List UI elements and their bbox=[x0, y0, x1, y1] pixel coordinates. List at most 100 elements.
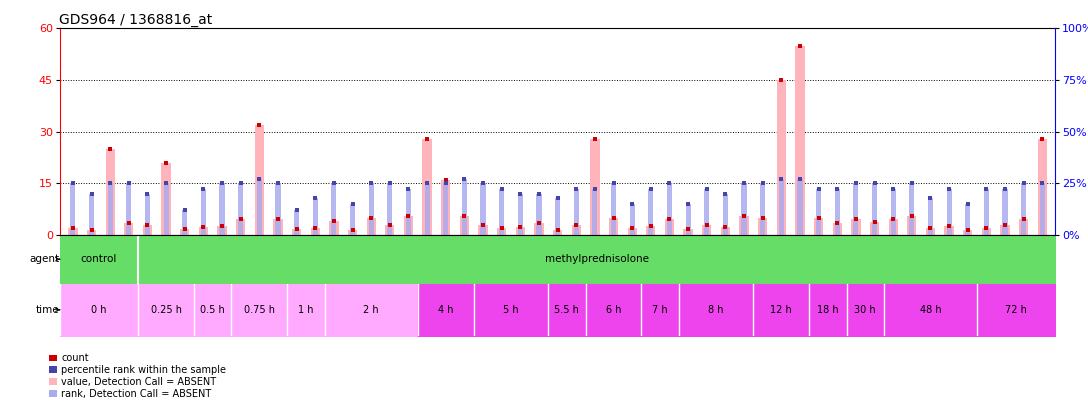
Point bbox=[362, 215, 380, 221]
Point bbox=[419, 180, 436, 186]
Point bbox=[288, 226, 306, 232]
Point bbox=[158, 160, 175, 166]
Bar bbox=[928, 198, 934, 235]
Legend: count, percentile rank within the sample, value, Detection Call = ABSENT, rank, : count, percentile rank within the sample… bbox=[48, 352, 227, 400]
Point bbox=[213, 180, 231, 186]
Bar bbox=[406, 190, 411, 235]
Text: 1 h: 1 h bbox=[298, 305, 313, 315]
Point bbox=[474, 180, 492, 186]
Point bbox=[885, 186, 902, 193]
Point bbox=[605, 215, 622, 221]
Bar bbox=[720, 227, 730, 235]
Bar bbox=[369, 183, 374, 235]
Bar bbox=[460, 216, 469, 235]
Bar bbox=[1040, 183, 1044, 235]
Bar bbox=[646, 226, 655, 235]
Text: 6 h: 6 h bbox=[606, 305, 621, 315]
Text: 4 h: 4 h bbox=[438, 305, 454, 315]
Bar bbox=[609, 218, 618, 235]
Bar bbox=[145, 194, 150, 235]
Bar bbox=[984, 190, 989, 235]
Bar bbox=[294, 210, 299, 235]
Bar bbox=[367, 218, 375, 235]
Bar bbox=[741, 183, 746, 235]
Point bbox=[232, 216, 249, 223]
Point bbox=[809, 215, 827, 221]
Bar bbox=[499, 190, 504, 235]
Bar bbox=[422, 139, 432, 235]
Point bbox=[997, 221, 1014, 228]
Bar bbox=[740, 216, 749, 235]
Bar bbox=[834, 190, 840, 235]
Bar bbox=[944, 226, 954, 235]
Bar bbox=[220, 183, 224, 235]
Bar bbox=[257, 179, 262, 235]
Text: time: time bbox=[36, 305, 60, 315]
Point bbox=[307, 194, 324, 201]
Point bbox=[269, 180, 286, 186]
Bar bbox=[1022, 183, 1026, 235]
Bar bbox=[947, 190, 952, 235]
Bar bbox=[292, 229, 301, 235]
Point bbox=[978, 225, 996, 231]
Bar bbox=[330, 221, 338, 235]
Point bbox=[848, 180, 865, 186]
Point bbox=[660, 180, 678, 186]
Point bbox=[922, 194, 939, 201]
Point bbox=[586, 186, 604, 193]
Text: 5.5 h: 5.5 h bbox=[555, 305, 579, 315]
Point bbox=[307, 225, 324, 231]
Bar bbox=[758, 218, 767, 235]
Point bbox=[829, 186, 846, 193]
Point bbox=[679, 201, 696, 207]
Bar bbox=[628, 228, 636, 235]
Point bbox=[250, 122, 268, 128]
Point bbox=[978, 186, 996, 193]
Point bbox=[325, 218, 343, 224]
Text: 12 h: 12 h bbox=[770, 305, 792, 315]
Bar bbox=[312, 198, 318, 235]
Point bbox=[139, 222, 157, 228]
Bar bbox=[106, 149, 115, 235]
Point bbox=[940, 186, 957, 193]
Bar bbox=[348, 230, 357, 235]
Point bbox=[568, 221, 585, 228]
Point bbox=[1015, 180, 1033, 186]
Bar bbox=[536, 194, 542, 235]
Point bbox=[903, 180, 920, 186]
Bar bbox=[385, 224, 395, 235]
Point bbox=[381, 180, 398, 186]
Bar bbox=[816, 190, 821, 235]
Bar bbox=[667, 183, 672, 235]
Point bbox=[642, 186, 659, 193]
Bar bbox=[238, 183, 244, 235]
Point bbox=[623, 225, 641, 231]
Point bbox=[717, 224, 734, 230]
Bar bbox=[89, 194, 94, 235]
Point bbox=[698, 186, 716, 193]
Point bbox=[530, 220, 547, 226]
Point bbox=[213, 223, 231, 230]
Point bbox=[120, 220, 137, 226]
Bar bbox=[461, 179, 467, 235]
Bar bbox=[1019, 220, 1028, 235]
Bar bbox=[910, 183, 914, 235]
Point bbox=[754, 180, 771, 186]
Point bbox=[791, 43, 808, 49]
Bar bbox=[181, 229, 189, 235]
Point bbox=[250, 176, 268, 182]
Bar bbox=[481, 183, 485, 235]
Bar bbox=[685, 204, 691, 235]
Bar bbox=[702, 225, 712, 235]
Point bbox=[139, 190, 157, 197]
Point bbox=[735, 180, 753, 186]
Point bbox=[1015, 216, 1033, 223]
Text: control: control bbox=[81, 254, 118, 264]
Point bbox=[64, 225, 82, 231]
Bar bbox=[350, 204, 355, 235]
Point bbox=[903, 213, 920, 219]
Point bbox=[866, 180, 883, 186]
Point bbox=[83, 226, 100, 233]
Bar bbox=[273, 220, 283, 235]
Point bbox=[456, 176, 473, 182]
